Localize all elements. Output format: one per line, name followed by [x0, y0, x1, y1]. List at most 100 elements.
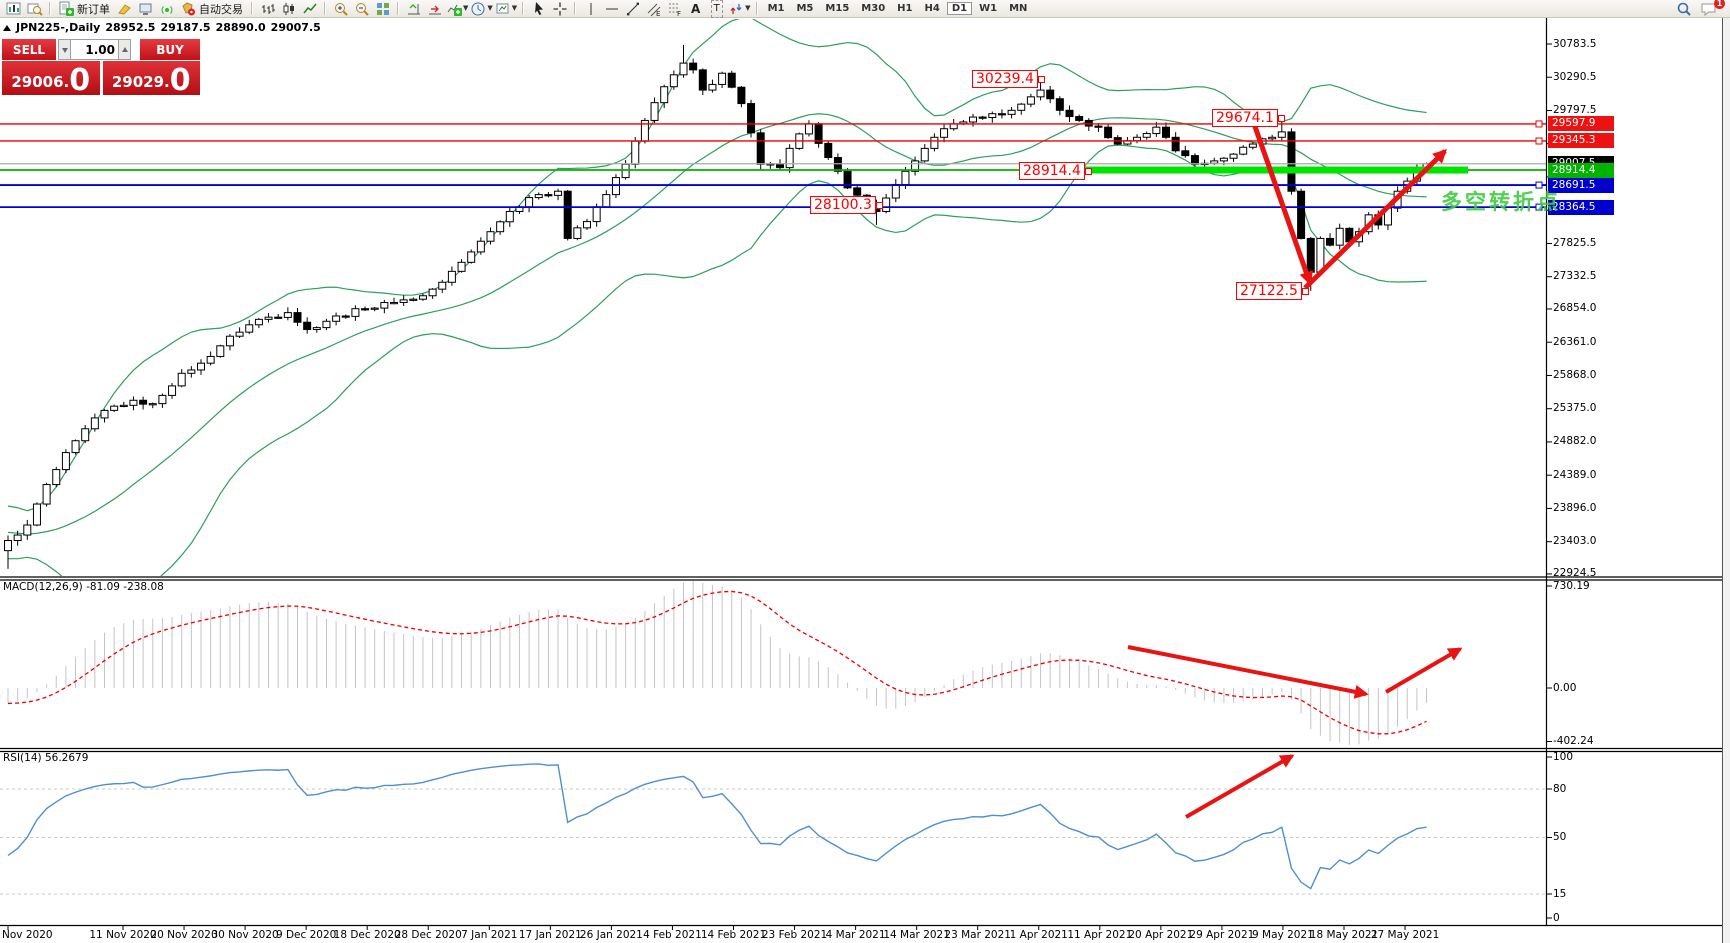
cursor-button[interactable] — [528, 0, 549, 17]
volume-increase-button[interactable] — [118, 39, 131, 60]
new-order-label[interactable]: 新订单 — [77, 2, 110, 16]
templates-button[interactable]: ▼ — [494, 0, 518, 17]
macd-histogram — [7, 581, 1428, 745]
candles — [4, 44, 1431, 569]
quote-low: 28890.0 — [215, 21, 266, 34]
indicators-button[interactable]: ▼ — [445, 0, 469, 17]
price-axis-tick: 24389.0 — [1553, 468, 1597, 481]
indicator-axis-tick: -402.24 — [1553, 735, 1594, 747]
date-axis-label: 14 Feb 2021 — [700, 929, 767, 941]
timeframe-m30[interactable]: M30 — [861, 3, 886, 14]
search-icon[interactable] — [1673, 0, 1694, 17]
svg-text:F: F — [677, 10, 681, 17]
date-axis-label: 18 Dec 2020 — [333, 929, 401, 941]
timeframe-m15[interactable]: M15 — [825, 3, 850, 14]
price-level-label: 28914.4 — [1548, 162, 1614, 178]
quote-high: 29187.5 — [160, 21, 211, 34]
vertical-line-button[interactable] — [580, 0, 601, 17]
volume-decrease-button[interactable] — [58, 39, 71, 60]
indicator-axis-tick: 0 — [1553, 911, 1560, 924]
price-annotation: 28914.4 — [1019, 162, 1092, 180]
quote-line: JPN225-,Daily 28952.5 29187.5 28890.0 29… — [3, 21, 326, 34]
zoom-out-button[interactable] — [351, 0, 372, 17]
price-annotation: 27122.5 — [1236, 282, 1309, 300]
price-axis-tick: 29797.5 — [1553, 103, 1597, 116]
date-axis-label: 23 Mar 2021 — [944, 929, 1011, 941]
price-level-label: 29597.9 — [1548, 116, 1614, 132]
timeframe-h1[interactable]: H1 — [897, 3, 913, 14]
scrollbar[interactable] — [1723, 18, 1730, 943]
date-axis-label: 30 Nov 2020 — [211, 929, 279, 941]
panel-collapse-icon[interactable] — [3, 24, 11, 31]
timeframe-w1[interactable]: W1 — [979, 3, 998, 14]
date-axis-label: 18 May 2021 — [1309, 929, 1379, 941]
notifications-icon[interactable]: 1 — [1698, 0, 1725, 17]
auto-trading-label[interactable]: 自动交易 — [199, 2, 243, 16]
macd-label: MACD(12,26,9) -81.09 -238.08 — [3, 581, 164, 593]
candlestick-button[interactable] — [278, 0, 299, 17]
date-axis-label: Nov 2020 — [2, 929, 53, 941]
trend-arrow — [1185, 754, 1295, 819]
arrows-shapes-button[interactable]: ▼ — [727, 0, 751, 17]
indicator-axis-tick: 100 — [1553, 750, 1574, 763]
rsi-line — [7, 763, 1427, 890]
auto-scroll-button[interactable] — [424, 0, 445, 17]
chart-shift-button[interactable] — [403, 0, 424, 17]
fibonacci-button[interactable]: F — [664, 0, 685, 17]
signals-icon[interactable] — [156, 0, 177, 17]
trend-arrow — [1384, 647, 1463, 694]
price-axis-tick: 30290.5 — [1553, 70, 1597, 83]
buy-price-big: 0 — [169, 63, 191, 98]
date-axis-label: 1 Apr 2021 — [1009, 929, 1068, 941]
volume-input[interactable] — [71, 39, 118, 60]
price-axis-tick: 26854.0 — [1553, 302, 1597, 315]
price-axis-tick: 25375.0 — [1553, 402, 1597, 415]
horizontal-line-button[interactable] — [601, 0, 622, 17]
date-axis-label: 20 Nov 2020 — [150, 929, 218, 941]
timeframe-bar: M1 M5 M15 M30 H1 H4 D1 W1 MN — [762, 0, 1034, 18]
highlight-icon[interactable] — [114, 0, 135, 17]
date-axis-label: 11 Apr 2021 — [1067, 929, 1133, 941]
price-axis-tick: 27825.5 — [1553, 236, 1597, 249]
text-button[interactable]: A — [691, 1, 701, 16]
periods-button[interactable]: ▼ — [469, 0, 493, 17]
bar-chart-button[interactable] — [257, 0, 278, 17]
notification-badge: 1 — [1714, 0, 1725, 9]
line-chart-button[interactable] — [299, 0, 320, 17]
zoom-in-button[interactable] — [330, 0, 351, 17]
terminal-icon[interactable] — [135, 0, 156, 17]
date-axis-label: 27 May 2021 — [1370, 929, 1440, 941]
equidistant-channel-button[interactable]: E — [643, 0, 664, 17]
text-label-button[interactable]: T — [706, 0, 727, 18]
buy-button[interactable]: BUY — [140, 39, 200, 60]
timeframe-d1[interactable]: D1 — [946, 2, 973, 15]
tile-windows-button[interactable] — [372, 0, 393, 17]
chart-window-icon[interactable] — [3, 0, 24, 17]
quote-symbol: JPN225-,Daily — [16, 21, 101, 34]
buy-price[interactable]: 29029. 0 — [102, 61, 200, 98]
sell-price[interactable]: 29006. 0 — [2, 61, 100, 96]
timeframe-h4[interactable]: H4 — [924, 3, 940, 14]
price-axis-tick: 22924.5 — [1553, 567, 1597, 580]
new-order-button[interactable] — [55, 0, 76, 17]
macd-values: -81.09 -238.08 — [86, 581, 164, 593]
crosshair-button[interactable] — [549, 0, 570, 17]
date-axis-label: 11 Nov 2020 — [89, 929, 157, 941]
zoom-window-icon[interactable] — [24, 0, 45, 17]
price-axis-tick: 23403.0 — [1553, 535, 1597, 548]
timeframe-mn[interactable]: MN — [1009, 3, 1028, 14]
trend-arrow — [1127, 645, 1369, 699]
date-axis-label: 20 Apr 2021 — [1128, 929, 1194, 941]
quote-open: 28952.5 — [105, 21, 156, 34]
timeframe-m5[interactable]: M5 — [796, 3, 814, 14]
autotrading-icon[interactable] — [177, 0, 198, 17]
toolbar: 新订单 自动交易 ▼ ▼ ▼ E F A T ▼ M — [0, 0, 1730, 18]
date-axis-label: 14 Mar 2021 — [883, 929, 950, 941]
price-annotation: 28100.3 — [810, 196, 883, 214]
sell-button[interactable]: SELL — [2, 39, 56, 60]
timeframe-m1[interactable]: M1 — [767, 3, 785, 14]
quote-close: 29007.5 — [270, 21, 321, 34]
buy-price-small: 29029. — [111, 73, 170, 91]
trendline-button[interactable] — [622, 0, 643, 17]
